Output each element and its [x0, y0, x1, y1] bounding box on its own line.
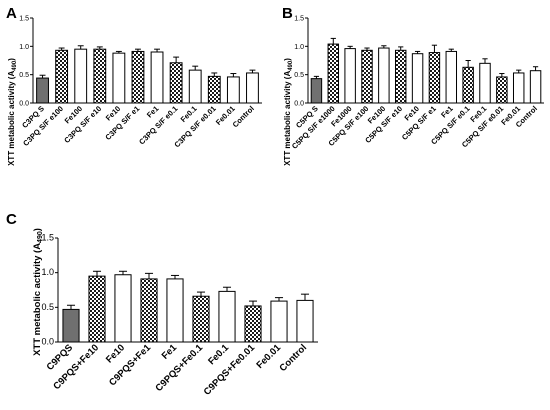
bar-c	[244, 305, 262, 343]
bar-c	[166, 278, 184, 343]
bar-a	[188, 69, 202, 104]
bar-b	[327, 43, 340, 104]
y-tick-label-b: 0.0	[294, 101, 304, 108]
bar-a	[246, 72, 259, 104]
y-tick-label-b: 0.5	[294, 72, 304, 79]
panel-letter-b: B	[282, 5, 293, 22]
y-tick-label-b: 1.5	[294, 16, 304, 23]
bar-b	[411, 53, 424, 104]
bar-b	[496, 76, 508, 104]
x-tick-label-c: Fe1	[160, 342, 180, 362]
bar-a	[36, 77, 49, 104]
bar-b	[310, 78, 323, 104]
y-tick-label-a: 1.0	[19, 44, 29, 51]
bar-a	[207, 75, 221, 104]
panel-letter-c: C	[6, 211, 17, 228]
y-tick-label-c: 1.0	[41, 267, 54, 277]
bar-a	[55, 49, 69, 104]
bar-b	[394, 49, 407, 104]
bar-a	[226, 76, 240, 104]
y-tick-label-c: 1.5	[41, 233, 54, 243]
bar-b	[378, 47, 390, 104]
y-tick-label-c: 0.0	[41, 337, 54, 347]
bar-c	[114, 274, 132, 343]
panel-b: B XTT metabolic activity (A490) 0.0 0.5 1.…	[282, 5, 544, 166]
bar-c	[88, 275, 106, 343]
y-tick-label-a: 0.5	[19, 72, 29, 79]
y-axis-label-a: XTT metabolic activity (A490)	[7, 58, 18, 166]
x-tick-label-c: Control	[277, 342, 309, 374]
y-tick-label-b: 1.0	[294, 44, 304, 51]
y-tick-label-a: 1.5	[19, 16, 29, 23]
bar-c	[270, 300, 288, 343]
bar-c	[218, 290, 236, 343]
bar-b	[512, 72, 525, 104]
bar-a	[150, 51, 164, 104]
y-tick-label-c: 0.5	[41, 302, 54, 312]
y-axis-label-c: XTT metabolic activity (A490)	[32, 228, 44, 356]
bar-b	[462, 66, 474, 104]
y-axis-label-b: XTT metabolic activity (A490)	[283, 58, 294, 166]
bar-a	[131, 50, 145, 104]
bar-c	[62, 308, 80, 343]
x-tick-label-a: Control	[231, 104, 256, 129]
bar-b	[529, 70, 542, 104]
bar-c	[192, 295, 210, 343]
bar-c	[296, 299, 314, 343]
x-tick-label-a: Fe1	[145, 104, 161, 120]
x-tick-label-c: C9PQS+Fe0.1	[153, 342, 205, 394]
bar-a	[112, 52, 126, 104]
bar-a	[74, 48, 88, 104]
x-tick-label-c: Fe10	[104, 342, 127, 365]
bar-b	[428, 52, 441, 104]
bar-b	[479, 62, 491, 104]
bar-b	[445, 50, 458, 104]
bar-b	[344, 48, 356, 104]
bar-b	[361, 49, 373, 104]
bar-c	[140, 278, 158, 343]
panel-letter-a: A	[6, 5, 17, 22]
bar-a	[169, 62, 183, 104]
bar-a	[93, 48, 107, 104]
panel-c: C XTT metabolic activity (A490) 0.0 0.5 1.…	[6, 211, 318, 398]
panel-a: A XTT metabolic activity (A490) 0.0 0.5 1.…	[6, 5, 262, 166]
y-tick-label-a: 0.0	[19, 101, 29, 108]
